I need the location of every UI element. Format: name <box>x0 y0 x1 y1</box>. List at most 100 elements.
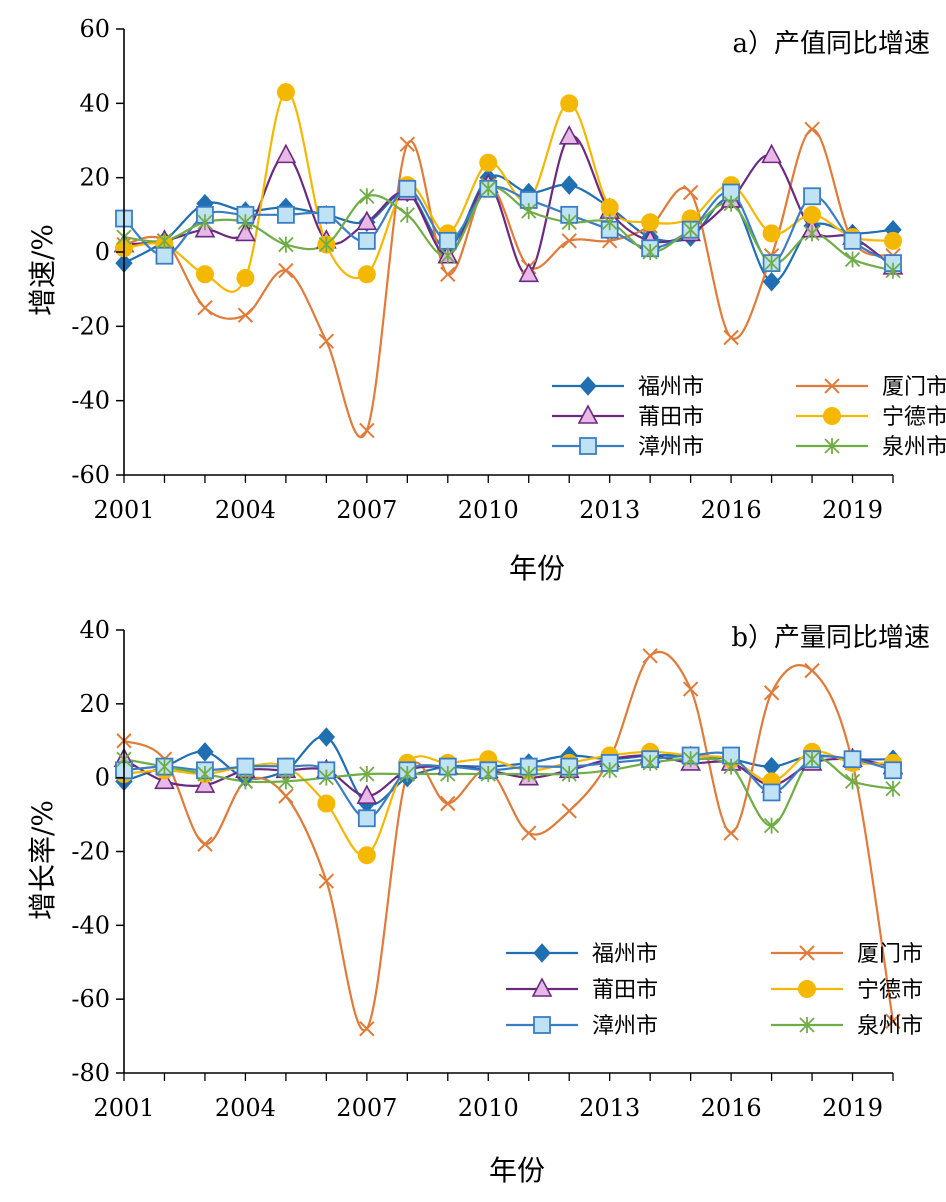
data-point <box>237 214 254 231</box>
legend-marker <box>824 438 840 454</box>
legend-marker <box>577 404 599 424</box>
legend-label: 漳州市 <box>592 1014 658 1039</box>
data-point <box>195 265 214 284</box>
data-point <box>440 795 456 812</box>
data-point <box>723 758 739 775</box>
data-point <box>197 214 213 231</box>
x-tick-label: 2001 <box>93 1094 154 1122</box>
data-point <box>804 662 820 679</box>
data-point <box>359 188 375 205</box>
data-point <box>560 94 579 113</box>
legend-item: 泉州市 <box>796 435 946 460</box>
data-point <box>278 788 294 804</box>
data-point <box>399 206 415 223</box>
data-point <box>843 750 862 769</box>
data-point <box>763 817 780 834</box>
data-point <box>154 769 175 790</box>
legend-item: 漳州市 <box>552 435 704 460</box>
data-point <box>723 329 739 346</box>
x-tick-label: 2007 <box>336 496 397 524</box>
data-point <box>278 236 294 253</box>
chart-title: a）产值同比增速 <box>732 29 930 59</box>
data-point <box>763 255 780 272</box>
data-point <box>804 225 820 242</box>
data-point <box>480 180 496 197</box>
data-point <box>440 266 456 283</box>
data-point <box>521 203 537 220</box>
legend-label: 福州市 <box>638 375 704 400</box>
data-point <box>359 765 375 782</box>
chart-panel-a: 60 40 20 0 -20 -40 -60 2001 2004 2007 2010 2013 2016… <box>26 15 946 585</box>
data-point <box>357 809 376 828</box>
data-point <box>197 836 213 852</box>
y-tick-label: -40 <box>71 387 110 415</box>
data-point <box>318 333 335 349</box>
y-tick-label: -20 <box>71 838 110 866</box>
data-point <box>356 784 378 804</box>
y-axis-label: 增速/% <box>26 224 59 316</box>
data-point <box>237 307 254 323</box>
y-tick-label: 60 <box>79 15 110 43</box>
data-point <box>561 233 577 249</box>
data-point <box>642 244 658 260</box>
legend-marker <box>533 1016 551 1034</box>
data-point <box>682 751 699 768</box>
y-tick-label: 20 <box>79 164 110 192</box>
x-axis-label: 年份 <box>509 552 565 585</box>
y-tick-label: 0 <box>95 764 110 792</box>
data-point <box>194 773 216 793</box>
legend-item: 福州市 <box>552 375 704 400</box>
x-tick-label: 2010 <box>458 1094 519 1122</box>
data-point <box>276 757 295 776</box>
legend-marker <box>798 980 816 998</box>
legend-marker <box>579 437 597 455</box>
data-point <box>844 773 861 790</box>
y-tick-label: -80 <box>71 1059 110 1087</box>
data-point <box>602 214 618 231</box>
legend-marker <box>823 407 841 425</box>
data-point <box>479 153 498 172</box>
y-tick-label: -20 <box>71 312 110 340</box>
data-point <box>480 765 496 782</box>
y-tick-label: 20 <box>79 690 110 718</box>
data-point <box>236 269 255 288</box>
data-point <box>885 1013 901 1030</box>
legend-label: 宁德市 <box>882 405 946 430</box>
chart-panel-b: 40 20 0 -20 -40 -60 -80 2001 2004 2007 2010 2013 201… <box>26 616 930 1187</box>
data-point <box>558 125 580 145</box>
y-axis-label: 增长率/% <box>26 800 59 920</box>
legend-marker <box>799 945 815 961</box>
data-point <box>317 205 336 224</box>
data-point <box>398 179 417 198</box>
data-point <box>762 224 781 243</box>
legend-item: 漳州市 <box>506 1014 658 1039</box>
x-tick-label: 2004 <box>215 1094 276 1122</box>
legend-item: 宁德市 <box>796 405 946 430</box>
legend-marker <box>824 378 840 394</box>
data-point <box>600 198 619 217</box>
legend-label: 厦门市 <box>857 942 923 967</box>
y-tick-label: -60 <box>71 461 110 489</box>
data-point <box>642 754 658 771</box>
data-point <box>276 205 295 224</box>
data-point <box>197 765 213 782</box>
series-line <box>123 650 895 1032</box>
data-point <box>641 213 660 232</box>
x-tick-label: 2016 <box>701 1094 762 1122</box>
legend-item: 福州市 <box>506 942 658 967</box>
data-point <box>318 769 335 786</box>
data-point <box>359 422 375 439</box>
x-tick-label: 2016 <box>701 496 762 524</box>
data-point <box>317 794 336 813</box>
data-point <box>561 214 577 231</box>
x-tick-label: 2013 <box>579 1094 640 1122</box>
data-point <box>359 1020 375 1037</box>
data-point <box>560 175 578 195</box>
y-tick-label: 0 <box>95 238 110 266</box>
data-point <box>804 121 820 138</box>
data-point <box>682 681 699 697</box>
y-tick-label: 40 <box>79 89 110 117</box>
data-point <box>763 685 780 701</box>
data-point <box>521 825 537 841</box>
